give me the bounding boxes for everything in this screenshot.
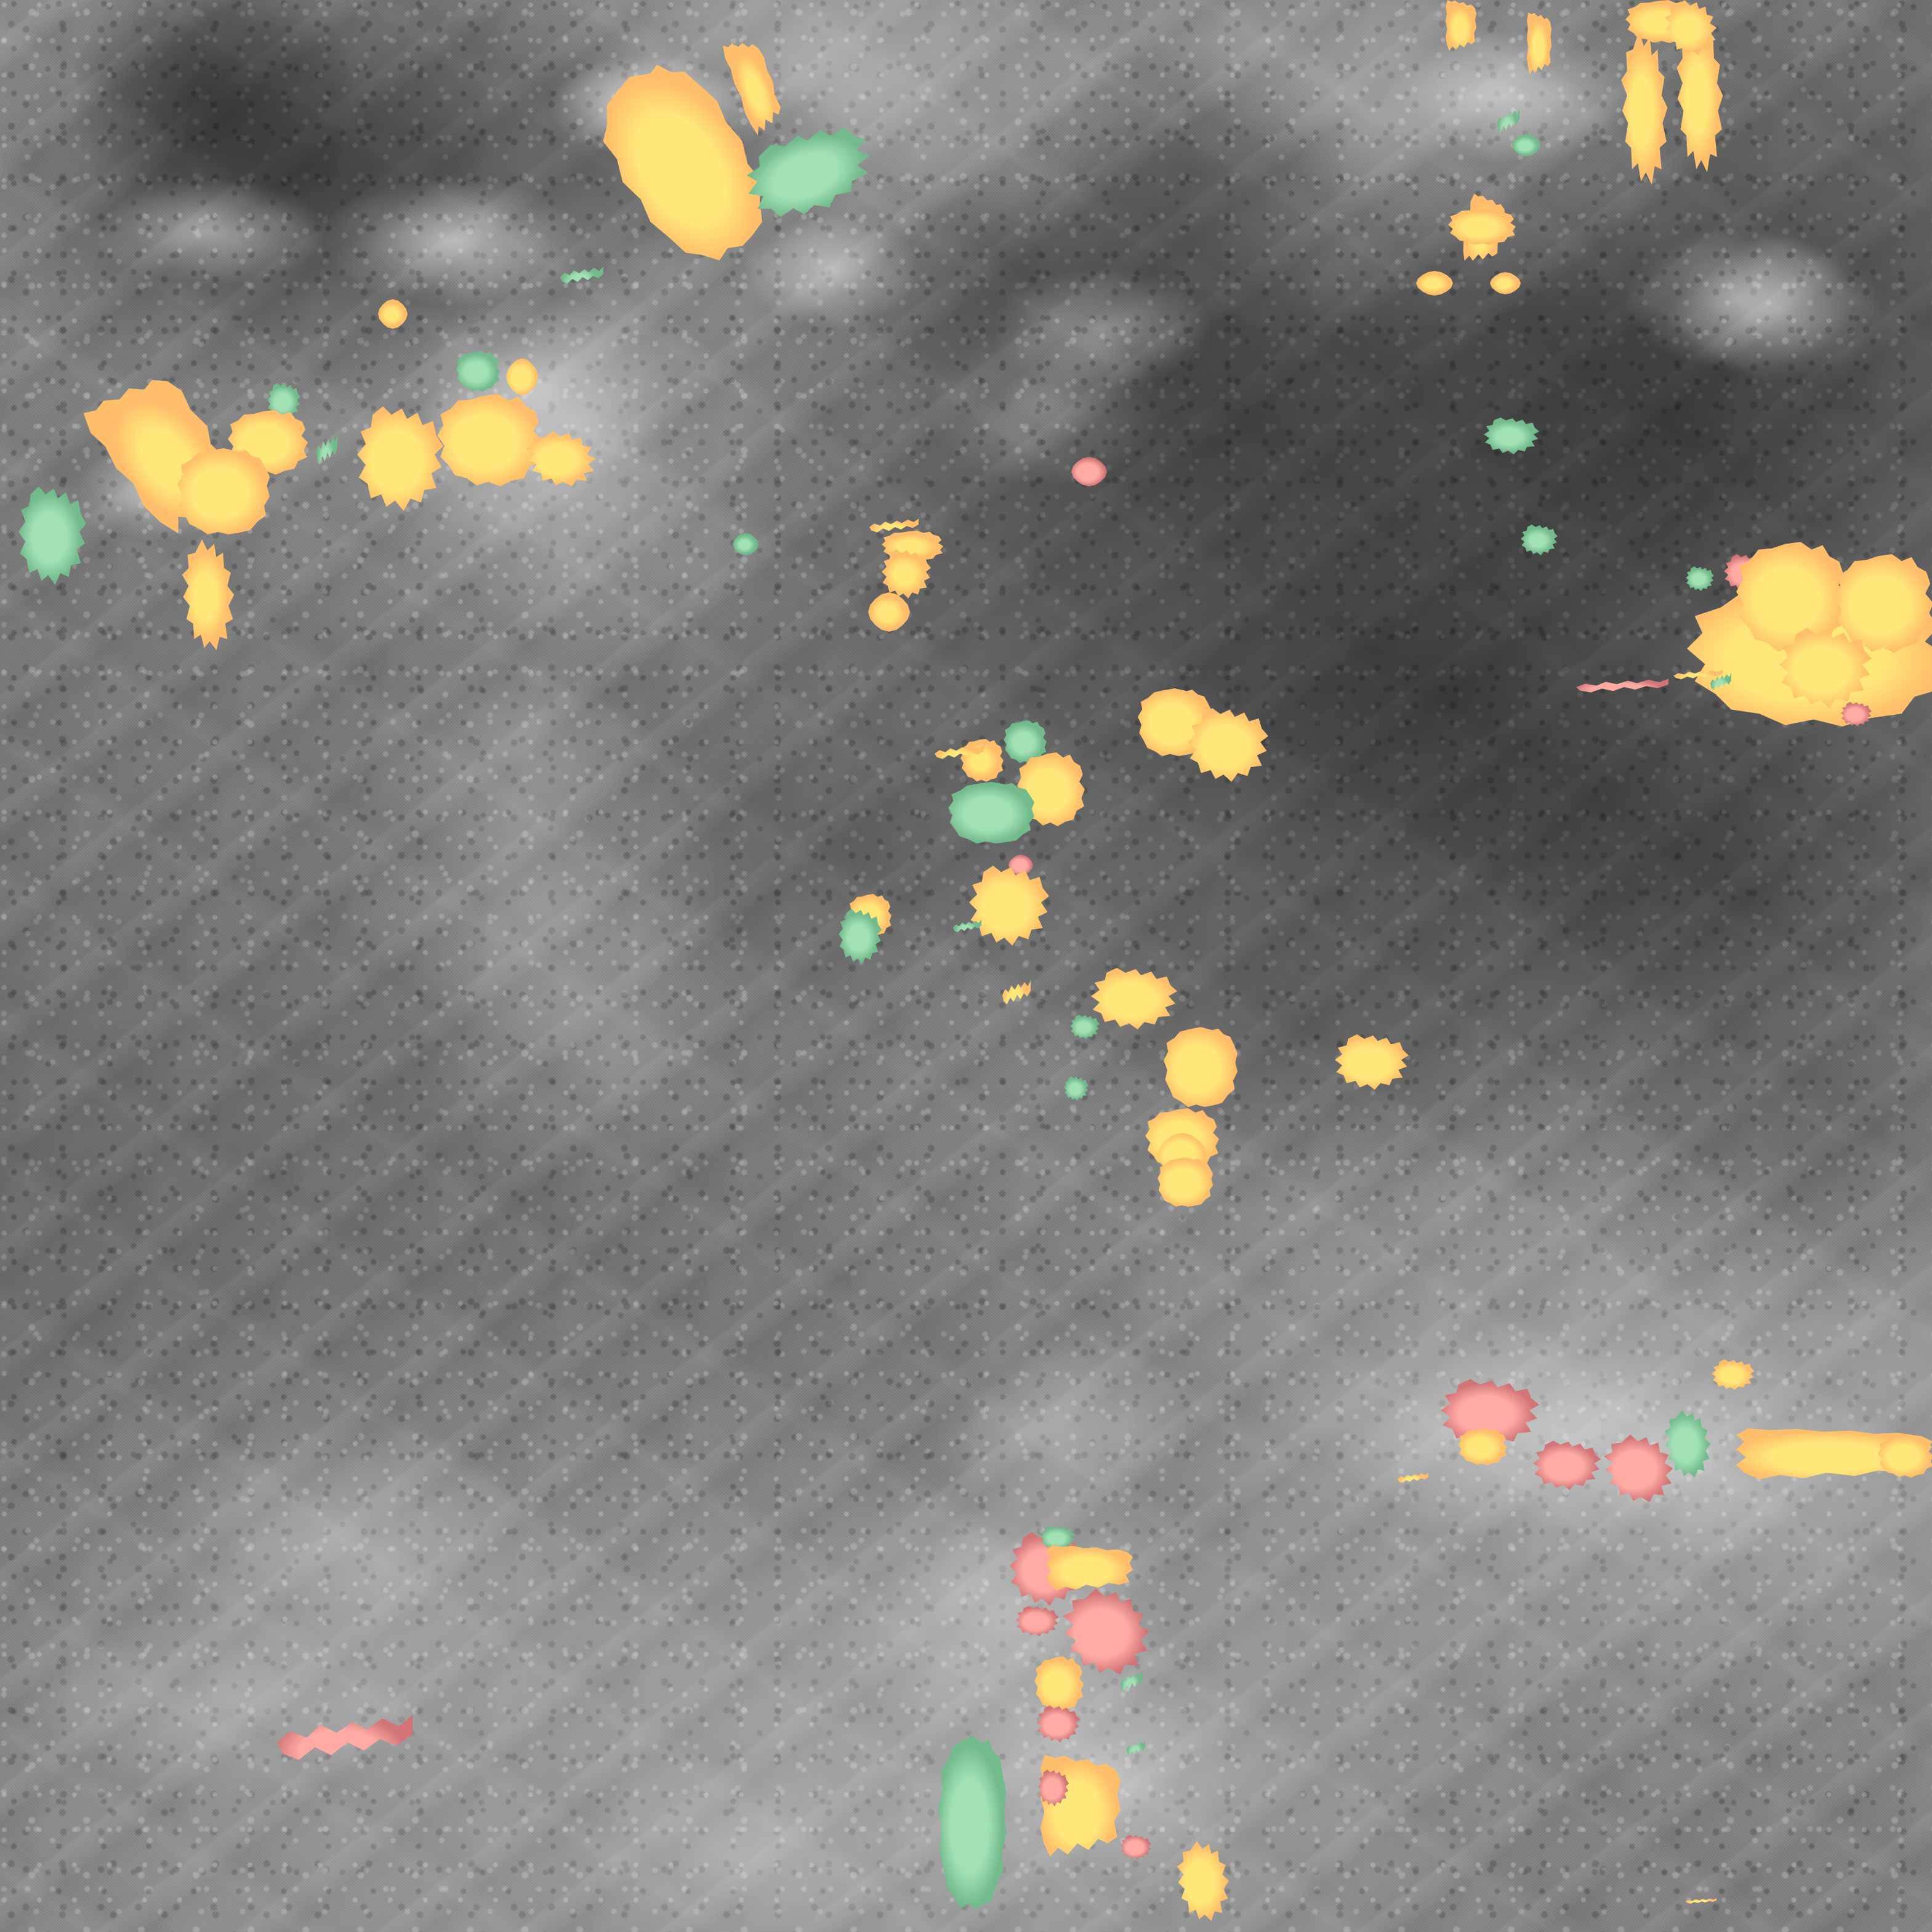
convective-object-orange [1398, 1472, 1428, 1483]
convective-object-green [1686, 566, 1714, 591]
convective-object-green [18, 486, 86, 585]
convective-object-orange [1157, 1157, 1213, 1207]
convective-object-orange [1034, 1656, 1084, 1712]
convective-object-orange [526, 431, 596, 486]
convective-object-orange [378, 299, 408, 329]
convective-object-orange [1448, 208, 1516, 245]
convective-object-green [560, 267, 603, 284]
convective-object-orange [1686, 1898, 1717, 1904]
convective-object-red [277, 1715, 413, 1760]
convective-object-orange [721, 34, 792, 145]
convective-object-orange [868, 592, 910, 632]
convective-object-orange [1335, 1034, 1409, 1090]
convective-object-orange [182, 539, 235, 650]
convective-object-orange [1091, 968, 1177, 1029]
convective-object-green [1484, 417, 1539, 454]
convective-object-orange [357, 406, 443, 511]
convective-object-red [1121, 1835, 1151, 1859]
convective-object-orange [1621, 31, 1668, 185]
convective-object-red [1576, 678, 1668, 693]
convective-object-red [1037, 1705, 1080, 1742]
convective-object-red [1533, 1441, 1601, 1490]
convective-object-green [839, 909, 882, 964]
convective-object-orange [1878, 1435, 1932, 1478]
convective-object-orange [1002, 980, 1031, 1005]
convective-object-orange [1047, 1545, 1133, 1591]
convective-object-green [316, 434, 337, 465]
convective-object-green [733, 533, 759, 555]
convective-object-orange [1458, 1428, 1507, 1465]
convective-object-green [948, 782, 1034, 843]
convective-object-orange [1490, 272, 1521, 294]
convective-object-green [1127, 1740, 1145, 1756]
convective-object-green [1121, 1670, 1143, 1692]
convective-object-green [1070, 1015, 1100, 1039]
convective-object-orange [960, 739, 1004, 782]
convective-object-orange [969, 866, 1049, 946]
convective-object-red [1071, 457, 1107, 486]
convective-object-orange [882, 549, 931, 598]
convective-object-orange [1177, 1841, 1230, 1921]
convective-object-green [1064, 1076, 1089, 1101]
convective-object-orange [1527, 12, 1552, 75]
convective-object-orange [506, 358, 538, 395]
convective-object-green [938, 1736, 1006, 1909]
convective-object-orange [1164, 1027, 1238, 1107]
convective-object-orange [1446, 0, 1476, 51]
convective-object-green [1521, 525, 1558, 555]
convective-object-green [1004, 720, 1047, 763]
convective-object-orange [177, 448, 270, 534]
convective-object-orange [1416, 271, 1453, 296]
convective-object-red [1016, 1606, 1059, 1636]
convective-object-green [1512, 134, 1540, 156]
convective-object-green [456, 351, 500, 392]
convective-object-red [1603, 1435, 1673, 1502]
convective-object-orange [1835, 554, 1932, 653]
convective-object-orange [1712, 1359, 1755, 1390]
convective-object-orange [437, 394, 542, 486]
